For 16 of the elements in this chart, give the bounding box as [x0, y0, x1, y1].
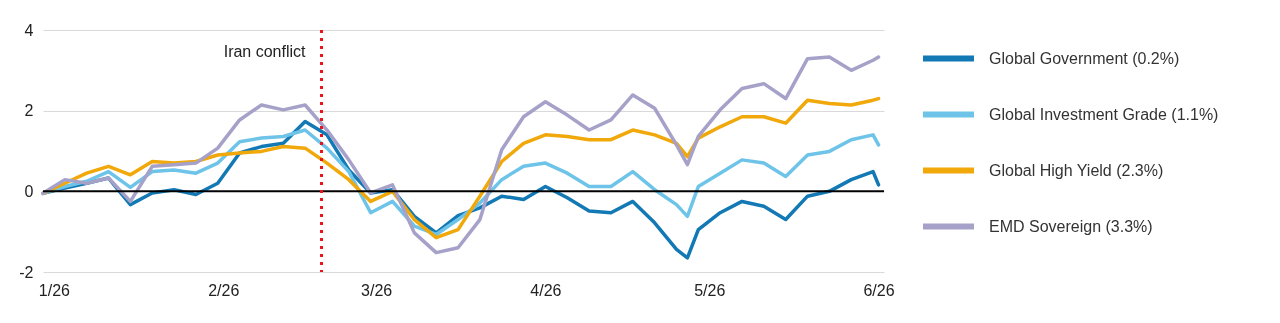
x-tick-label: 3/26 [361, 281, 393, 299]
x-tick-label: 6/26 [863, 281, 895, 299]
legend-label: Global Government (0.2%) [989, 49, 1180, 67]
x-tick-label: 1/26 [38, 281, 71, 299]
legend-label: Global Investment Grade (1.1%) [989, 105, 1219, 123]
legend-label: Global High Yield (2.3%) [989, 161, 1164, 179]
line-series [41, 55, 881, 255]
y-tick-label: 2 [24, 102, 34, 120]
x-tick-label: 5/26 [694, 281, 726, 299]
ref-line-label: Iran conflict [223, 43, 307, 60]
y-tick-label: -2 [19, 263, 34, 281]
x-tick-label: 4/26 [530, 281, 562, 299]
y-tick-label: 4 [24, 21, 34, 39]
x-tick-label: 2/26 [208, 281, 240, 299]
legend-label: EMD Sovereign (3.3%) [989, 217, 1153, 235]
y-tick-label: 0 [24, 182, 34, 200]
